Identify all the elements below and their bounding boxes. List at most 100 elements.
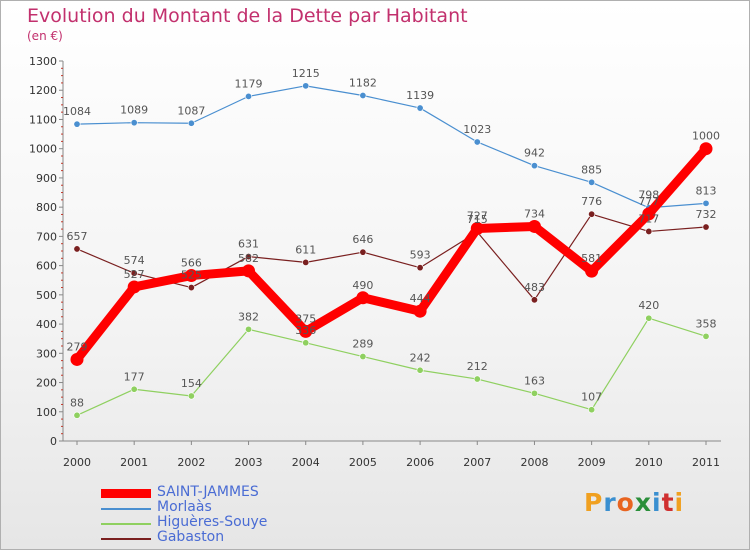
data-point bbox=[130, 119, 138, 127]
x-tick-label: 2006 bbox=[406, 456, 434, 469]
logo-letter: x bbox=[634, 488, 652, 517]
data-label: 611 bbox=[295, 243, 316, 256]
y-tick-label: 700 bbox=[36, 230, 57, 243]
data-label: 798 bbox=[638, 189, 659, 202]
data-label: 163 bbox=[524, 374, 545, 387]
y-tick-label: 300 bbox=[36, 347, 57, 360]
data-label: 582 bbox=[238, 252, 259, 265]
data-label: 1087 bbox=[177, 104, 205, 117]
data-label: 444 bbox=[410, 292, 431, 305]
y-tick-label: 1300 bbox=[29, 55, 57, 68]
data-point bbox=[416, 104, 424, 112]
y-tick-label: 100 bbox=[36, 406, 57, 419]
data-label: 1215 bbox=[292, 67, 320, 80]
data-label: 631 bbox=[238, 238, 259, 251]
data-point bbox=[299, 324, 313, 338]
data-label: 382 bbox=[238, 310, 259, 323]
data-point bbox=[473, 375, 481, 383]
data-point bbox=[245, 92, 253, 100]
data-label: 777 bbox=[638, 195, 659, 208]
legend-label: Higuères-Souye bbox=[157, 514, 268, 530]
data-point bbox=[70, 352, 84, 366]
data-point bbox=[359, 248, 367, 256]
data-point bbox=[184, 269, 198, 283]
data-point bbox=[130, 269, 138, 277]
data-point bbox=[470, 221, 484, 235]
data-label: 483 bbox=[524, 281, 545, 294]
x-tick-label: 2011 bbox=[692, 456, 720, 469]
data-label: 289 bbox=[352, 338, 373, 351]
y-tick-label: 0 bbox=[50, 435, 57, 448]
x-tick-label: 2004 bbox=[292, 456, 320, 469]
x-tick-label: 2002 bbox=[177, 456, 205, 469]
data-point bbox=[416, 366, 424, 374]
data-label: 574 bbox=[124, 254, 145, 267]
data-label: 1084 bbox=[63, 105, 91, 118]
data-point bbox=[302, 82, 310, 90]
x-tick-label: 2005 bbox=[349, 456, 377, 469]
y-tick-label: 400 bbox=[36, 318, 57, 331]
data-label: 734 bbox=[524, 207, 545, 220]
data-point bbox=[302, 258, 310, 266]
data-label: 581 bbox=[581, 252, 602, 265]
legend-label: SAINT-JAMMES bbox=[157, 484, 259, 500]
logo-letter: o bbox=[616, 488, 635, 517]
data-point bbox=[245, 325, 253, 333]
data-point bbox=[356, 291, 370, 305]
data-label: 490 bbox=[352, 279, 373, 292]
data-point bbox=[187, 284, 195, 292]
legend-swatch bbox=[101, 523, 151, 525]
data-label: 942 bbox=[524, 147, 545, 160]
data-point bbox=[130, 385, 138, 393]
data-label: 813 bbox=[696, 184, 717, 197]
logo-letter: t bbox=[661, 488, 675, 517]
data-point bbox=[645, 227, 653, 235]
data-label: 107 bbox=[581, 391, 602, 404]
data-label: 358 bbox=[696, 317, 717, 330]
data-label: 420 bbox=[638, 299, 659, 312]
legend-label: Gabaston bbox=[157, 529, 225, 545]
data-point bbox=[302, 339, 310, 347]
x-tick-label: 2000 bbox=[63, 456, 91, 469]
data-label: 1139 bbox=[406, 89, 434, 102]
data-label: 727 bbox=[467, 209, 488, 222]
legend-swatch bbox=[101, 489, 151, 498]
legend-swatch bbox=[101, 538, 151, 540]
y-tick-label: 500 bbox=[36, 289, 57, 302]
x-tick-label: 2001 bbox=[120, 456, 148, 469]
y-tick-label: 800 bbox=[36, 201, 57, 214]
data-label: 566 bbox=[181, 257, 202, 270]
data-label: 88 bbox=[70, 396, 84, 409]
data-point bbox=[359, 353, 367, 361]
data-label: 336 bbox=[295, 324, 316, 337]
data-label: 154 bbox=[181, 377, 202, 390]
data-label: 177 bbox=[124, 370, 145, 383]
y-tick-label: 1200 bbox=[29, 84, 57, 97]
data-point bbox=[702, 223, 710, 231]
data-point bbox=[127, 280, 141, 294]
data-label: 1182 bbox=[349, 76, 377, 89]
data-point bbox=[73, 120, 81, 128]
data-point bbox=[702, 332, 710, 340]
proxiti-logo: Proxiti bbox=[584, 488, 684, 517]
y-tick-label: 1100 bbox=[29, 113, 57, 126]
legend-swatch bbox=[101, 508, 151, 510]
data-point bbox=[527, 219, 541, 233]
data-label: 1023 bbox=[463, 123, 491, 136]
data-label: 212 bbox=[467, 360, 488, 373]
logo-letter: i bbox=[652, 488, 662, 517]
data-point bbox=[473, 138, 481, 146]
data-label: 375 bbox=[295, 312, 316, 325]
data-label: 525 bbox=[181, 269, 202, 282]
data-point bbox=[73, 411, 81, 419]
x-tick-label: 2007 bbox=[463, 456, 491, 469]
chart-unit: (en €) bbox=[27, 29, 63, 43]
x-tick-label: 2003 bbox=[235, 456, 263, 469]
data-point bbox=[702, 199, 710, 207]
logo-letter: i bbox=[674, 488, 685, 517]
data-point bbox=[588, 178, 596, 186]
legend-label: Morlaàs bbox=[157, 499, 212, 515]
data-point bbox=[645, 314, 653, 322]
